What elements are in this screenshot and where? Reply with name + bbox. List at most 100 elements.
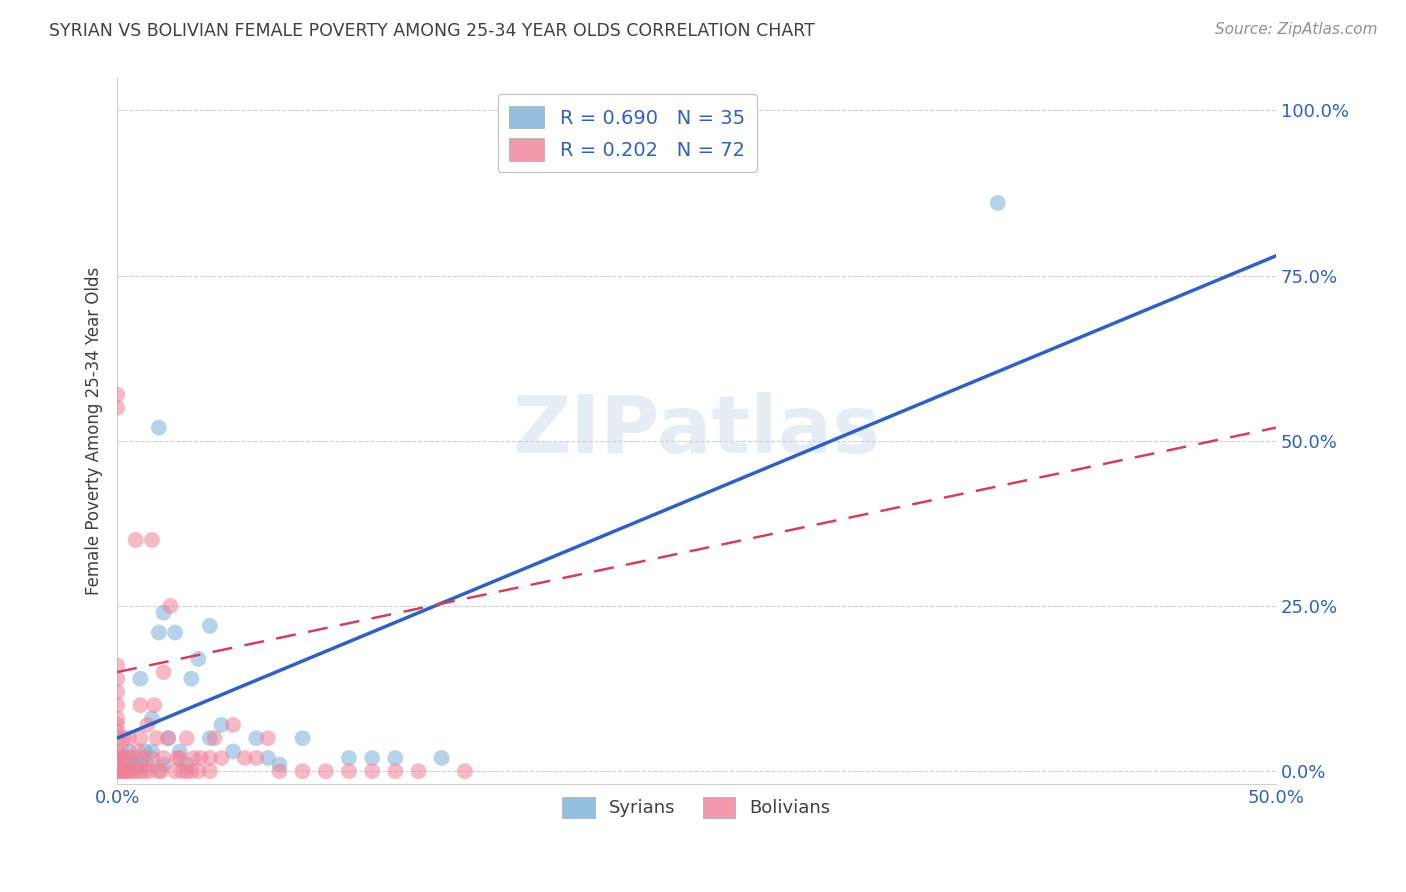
- Point: [337, 764, 360, 779]
- Point: [129, 698, 152, 713]
- Point: [141, 711, 163, 725]
- Text: Source: ZipAtlas.com: Source: ZipAtlas.com: [1215, 22, 1378, 37]
- Point: [111, 744, 134, 758]
- Point: [105, 751, 128, 765]
- Point: [122, 764, 145, 779]
- Point: [134, 744, 156, 758]
- Point: [108, 751, 131, 765]
- Legend: Syrians, Bolivians: Syrians, Bolivians: [555, 789, 838, 825]
- Point: [211, 751, 233, 765]
- Point: [105, 718, 128, 732]
- Point: [204, 731, 226, 746]
- Point: [125, 764, 148, 779]
- Point: [361, 751, 384, 765]
- Point: [337, 751, 360, 765]
- Point: [105, 658, 128, 673]
- Point: [198, 764, 221, 779]
- Point: [125, 751, 148, 765]
- Point: [150, 764, 173, 779]
- Point: [111, 764, 134, 779]
- Point: [148, 764, 170, 779]
- Point: [118, 731, 141, 746]
- Point: [361, 764, 384, 779]
- Point: [152, 757, 174, 772]
- Point: [198, 751, 221, 765]
- Point: [129, 757, 152, 772]
- Point: [176, 757, 198, 772]
- Point: [269, 764, 291, 779]
- Point: [148, 625, 170, 640]
- Point: [187, 764, 209, 779]
- Point: [112, 731, 135, 746]
- Point: [148, 420, 170, 434]
- Point: [105, 401, 128, 415]
- Point: [180, 764, 202, 779]
- Text: SYRIAN VS BOLIVIAN FEMALE POVERTY AMONG 25-34 YEAR OLDS CORRELATION CHART: SYRIAN VS BOLIVIAN FEMALE POVERTY AMONG …: [49, 22, 815, 40]
- Point: [115, 764, 138, 779]
- Point: [141, 751, 163, 765]
- Point: [157, 731, 180, 746]
- Point: [105, 731, 128, 746]
- Point: [165, 764, 187, 779]
- Point: [112, 764, 135, 779]
- Point: [165, 625, 187, 640]
- Point: [112, 751, 135, 765]
- Point: [198, 731, 221, 746]
- Point: [105, 744, 128, 758]
- Point: [987, 196, 1010, 211]
- Point: [129, 764, 152, 779]
- Point: [145, 731, 167, 746]
- Point: [256, 731, 278, 746]
- Point: [118, 764, 141, 779]
- Point: [152, 665, 174, 679]
- Point: [136, 757, 159, 772]
- Point: [315, 764, 337, 779]
- Point: [256, 751, 278, 765]
- Point: [245, 731, 267, 746]
- Point: [141, 533, 163, 547]
- Point: [190, 751, 212, 765]
- Point: [134, 764, 156, 779]
- Point: [408, 764, 430, 779]
- Point: [291, 731, 314, 746]
- Point: [136, 718, 159, 732]
- Point: [430, 751, 453, 765]
- Point: [291, 764, 314, 779]
- Point: [105, 764, 128, 779]
- Point: [125, 533, 148, 547]
- Text: ZIPatlas: ZIPatlas: [512, 392, 880, 470]
- Point: [105, 711, 128, 725]
- Point: [108, 764, 131, 779]
- Point: [187, 652, 209, 666]
- Point: [143, 698, 166, 713]
- Point: [172, 764, 194, 779]
- Point: [105, 698, 128, 713]
- Point: [152, 606, 174, 620]
- Point: [129, 731, 152, 746]
- Point: [198, 619, 221, 633]
- Point: [169, 751, 191, 765]
- Point: [120, 751, 142, 765]
- Point: [105, 685, 128, 699]
- Point: [180, 672, 202, 686]
- Point: [211, 718, 233, 732]
- Point: [118, 744, 141, 758]
- Point: [222, 744, 245, 758]
- Point: [105, 724, 128, 739]
- Point: [222, 718, 245, 732]
- Point: [269, 757, 291, 772]
- Point: [454, 764, 477, 779]
- Point: [384, 751, 406, 765]
- Point: [176, 764, 198, 779]
- Point: [141, 744, 163, 758]
- Point: [159, 599, 181, 613]
- Point: [105, 764, 128, 779]
- Point: [157, 731, 180, 746]
- Point: [384, 764, 406, 779]
- Point: [166, 751, 188, 765]
- Point: [131, 751, 153, 765]
- Point: [111, 757, 134, 772]
- Y-axis label: Female Poverty Among 25-34 Year Olds: Female Poverty Among 25-34 Year Olds: [86, 267, 103, 595]
- Point: [245, 751, 267, 765]
- Point: [105, 757, 128, 772]
